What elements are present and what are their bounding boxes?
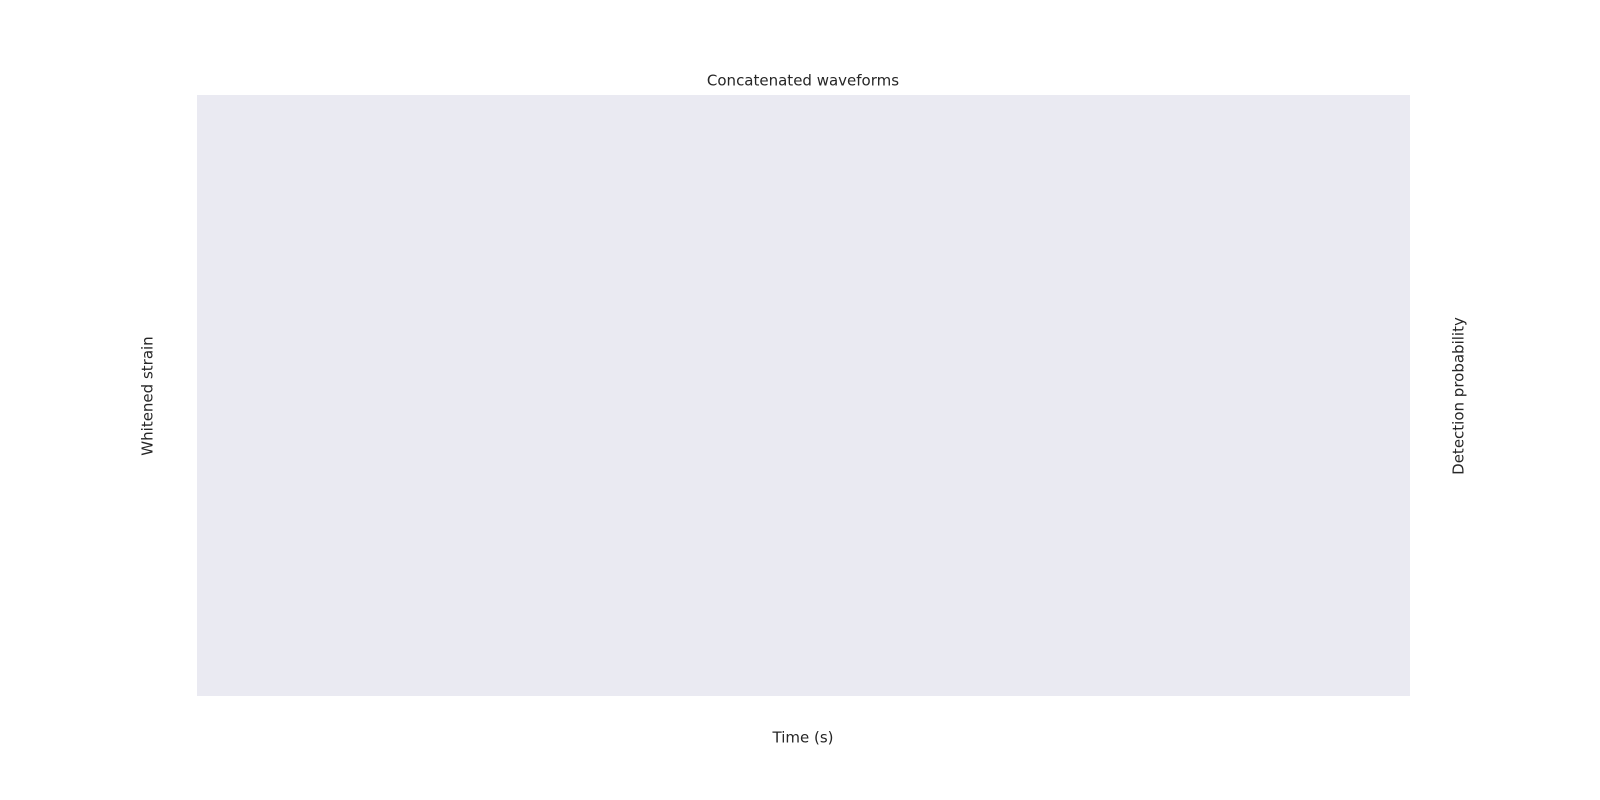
y2-axis-label: Detection probability [1450,317,1468,475]
plot-area [197,95,1410,696]
x-axis-label: Time (s) [772,729,834,747]
y-axis-label: Whitened strain [139,336,157,455]
chart-title: Concatenated waveforms [707,72,899,90]
